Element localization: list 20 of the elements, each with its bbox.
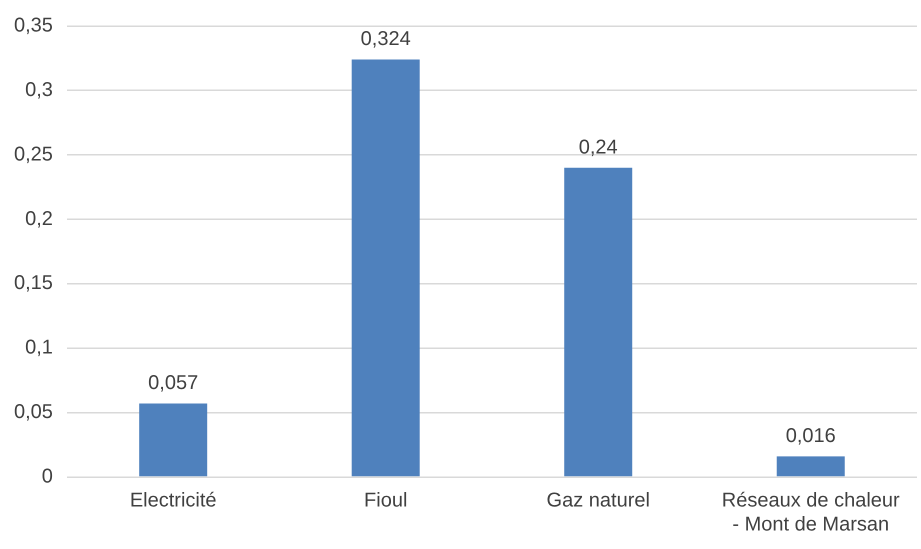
data-label: 0,324 [360,28,411,50]
data-label: 0,057 [148,372,198,394]
y-tick-label: 0,3 [25,78,53,101]
y-tick-label: 0 [42,466,53,488]
bar [776,456,845,476]
y-tick-label: 0,15 [14,272,53,294]
y-tick-label: 0,25 [14,143,53,166]
data-label: 0,016 [786,424,836,447]
bar [564,168,632,476]
y-tick-label: 0,05 [14,401,53,424]
bar [139,404,208,476]
x-tick-label: Gaz naturel [546,490,650,512]
data-label: 0,24 [578,136,618,158]
y-tick-label: 0,35 [14,14,53,37]
x-tick-label: Electricité [130,490,217,512]
x-tick-label: Réseaux de chaleur - Mont de Marsan [722,490,900,536]
y-tick-label: 0,2 [25,208,53,230]
y-tick-label: 0,1 [25,336,53,359]
x-tick-label: Fioul [364,490,408,512]
bar [352,60,420,476]
